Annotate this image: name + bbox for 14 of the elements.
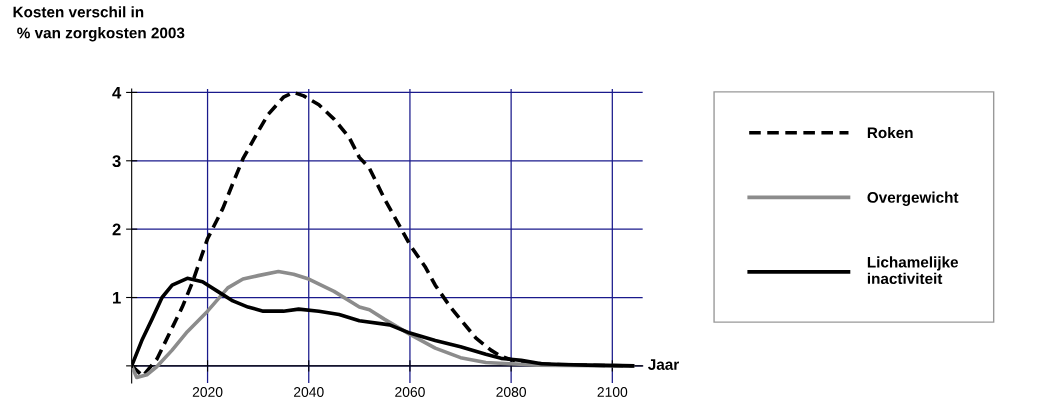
x-tick-label: 2080 (496, 387, 527, 397)
x-tick-label: 2040 (294, 387, 324, 397)
x-axis-title: Jaar (648, 359, 679, 370)
y-tick-label: 4 (112, 87, 122, 99)
x-tick-label: 2100 (597, 387, 628, 397)
y-tick-label: 3 (112, 155, 121, 168)
text: Overgewicht (867, 191, 959, 206)
y-axis-title: Kosten verschil in % van zorgkosten 2003 (13, 6, 185, 42)
y-tick-label: 1 (113, 292, 121, 304)
x-tick-label: 2060 (395, 387, 425, 397)
x-tick-label: 2020 (192, 387, 223, 397)
y-tick-label: 2 (112, 223, 121, 236)
text: Lichamelijke inactiviteit (867, 256, 959, 285)
text: Roken (867, 126, 913, 139)
